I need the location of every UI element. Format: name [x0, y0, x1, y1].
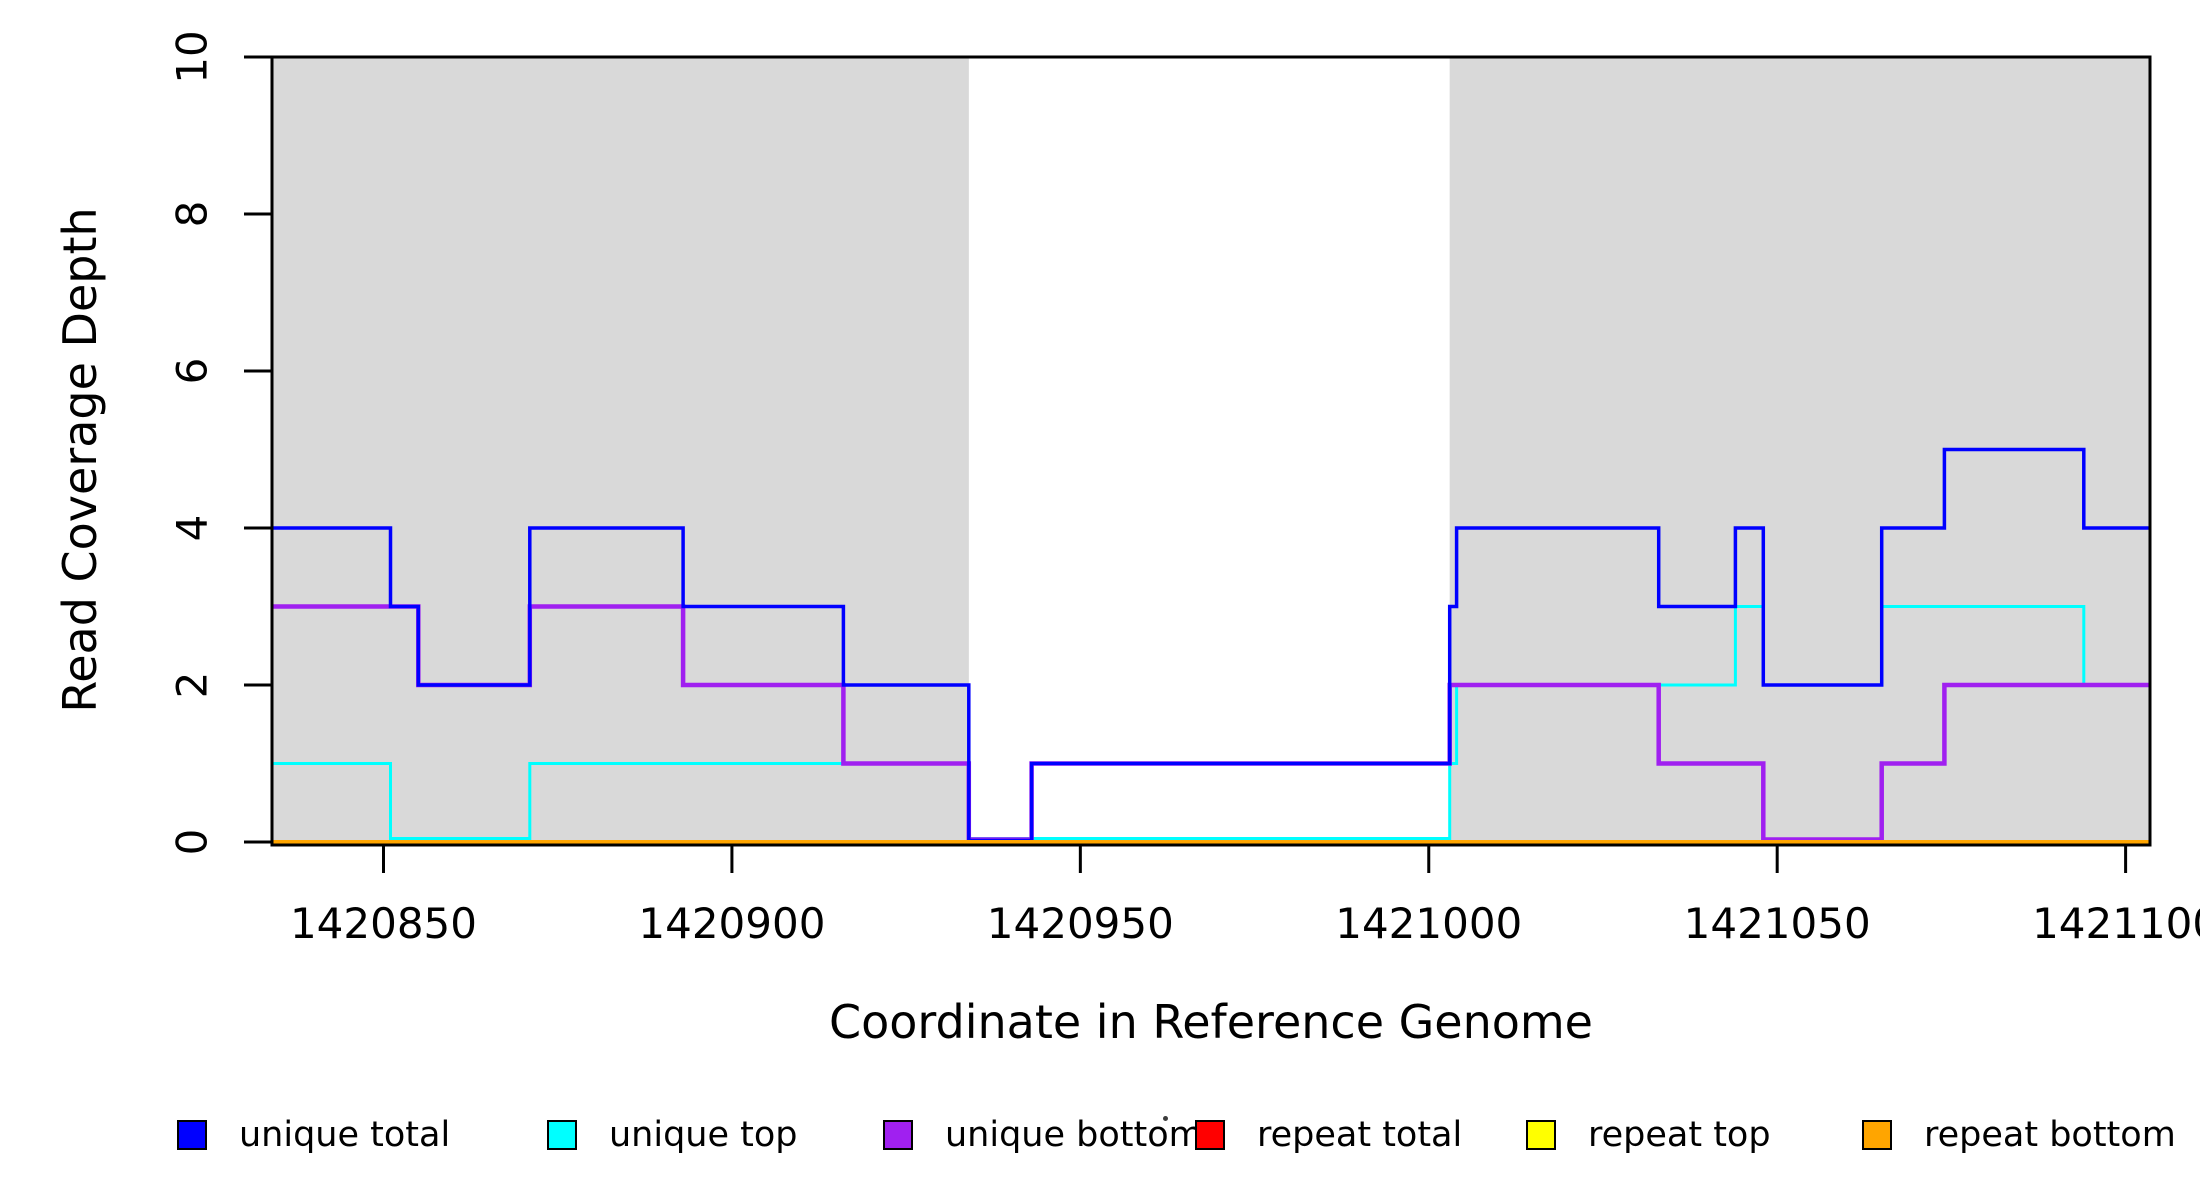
legend-swatch-unique-top	[547, 1120, 577, 1150]
x-tick-label: 1421000	[1335, 899, 1522, 948]
legend-swatch-repeat-total	[1195, 1120, 1225, 1150]
plot-box	[270, 55, 2152, 847]
shaded-region	[272, 57, 969, 845]
x-axis-title: Coordinate in Reference Genome	[829, 995, 1593, 1049]
legend-label-unique-bottom: unique bottom	[945, 1115, 1203, 1155]
legend-item-unique-top: unique top	[547, 1112, 798, 1158]
legend: unique total unique top unique bottom re…	[0, 1112, 2200, 1158]
legend-label-repeat-total: repeat total	[1257, 1115, 1463, 1155]
legend-item-repeat-total: repeat total	[1195, 1112, 1462, 1158]
x-tick-label: 1421050	[1684, 899, 1871, 948]
y-tick-label: 6	[168, 358, 217, 385]
legend-label-repeat-top: repeat top	[1588, 1115, 1771, 1155]
y-tick-label: 4	[168, 515, 217, 542]
y-axis-title: Read Coverage Depth	[53, 207, 107, 713]
series-unique-total	[272, 447, 2150, 843]
legend-label-unique-total: unique total	[239, 1115, 451, 1155]
x-tick-label: 1420850	[290, 899, 477, 948]
legend-label-unique-top: unique top	[609, 1115, 798, 1155]
legend-item-repeat-bottom: repeat bottom	[1862, 1112, 2176, 1158]
y-tick-label: 10	[168, 30, 217, 83]
x-tick-label: 1420900	[638, 899, 825, 948]
legend-item-unique-total: unique total	[177, 1112, 450, 1158]
legend-swatch-repeat-bottom	[1862, 1120, 1892, 1150]
stray-mark	[1163, 1116, 1168, 1121]
y-tick-label: 0	[168, 829, 217, 856]
legend-swatch-repeat-top	[1526, 1120, 1556, 1150]
legend-label-repeat-bottom: repeat bottom	[1924, 1115, 2176, 1155]
y-tick-label: 8	[168, 201, 217, 228]
x-tick-label: 1420950	[987, 899, 1174, 948]
legend-swatch-unique-bottom	[883, 1120, 913, 1150]
legend-item-repeat-top: repeat top	[1526, 1112, 1771, 1158]
legend-item-unique-bottom: unique bottom	[883, 1112, 1203, 1158]
legend-swatch-unique-total	[177, 1120, 207, 1150]
y-tick-label: 2	[168, 672, 217, 699]
